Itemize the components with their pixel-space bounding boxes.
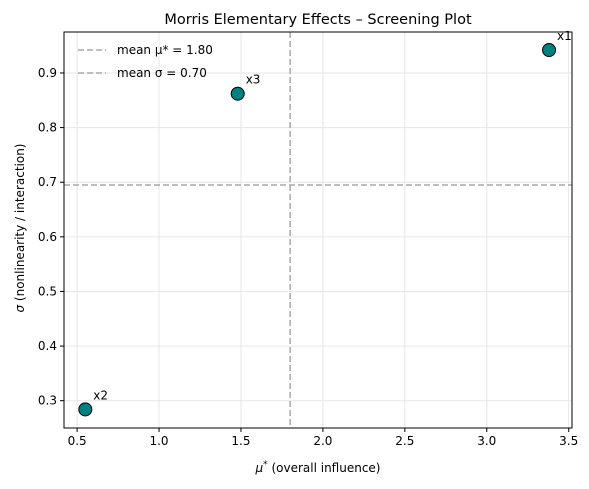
plot-frame [63, 31, 573, 429]
legend: mean μ* = 1.80 mean σ = 0.70 [78, 43, 213, 80]
y-tick-label: 0.7 [38, 175, 57, 189]
point-label-x3: x3 [246, 73, 261, 87]
data-point-x2 [78, 402, 93, 417]
x-tick-label: 3.0 [477, 434, 496, 448]
y-tick-label: 0.4 [38, 339, 57, 353]
x-tick-label: 1.0 [149, 434, 168, 448]
chart-title: Morris Elementary Effects – Screening Pl… [164, 12, 472, 28]
y-axis-label: σ (nonlinearity / interaction) [13, 144, 27, 313]
x-tick-label: 2.0 [313, 434, 332, 448]
data-point-x1 [542, 43, 557, 58]
y-tick-label: 0.9 [38, 66, 57, 80]
data-points: x1 x2 x3 [78, 29, 572, 417]
x-axis-label-symbol: μ [255, 461, 264, 475]
legend-label-mean-sigma: mean σ = 0.70 [117, 66, 207, 80]
y-tick-label: 0.5 [38, 284, 57, 298]
y-axis-label-symbol: σ [13, 305, 27, 313]
x-tick-label: 2.5 [395, 434, 414, 448]
x-tick-label: 1.5 [231, 434, 250, 448]
x-axis-label-text: (overall influence) [268, 461, 381, 475]
y-axis-label-text: (nonlinearity / interaction) [13, 144, 27, 305]
x-tick-label: 3.5 [559, 434, 578, 448]
x-tick-label: 0.5 [68, 434, 87, 448]
y-tick-label: 0.3 [38, 394, 57, 408]
y-tick-label: 0.6 [38, 230, 57, 244]
data-point-x3 [230, 86, 245, 101]
y-tick-label: 0.8 [38, 121, 57, 135]
point-label-x2: x2 [93, 388, 108, 402]
point-label-x1: x1 [557, 29, 572, 43]
axis-ticks: 0.5 1.0 1.5 2.0 2.5 3.0 3.5 0.3 0.4 0.5 0.6 0.7 0.8 0… [38, 66, 578, 448]
legend-label-mean-mu: mean μ* = 1.80 [117, 43, 213, 57]
x-axis-label: μ* (overall influence) [255, 460, 381, 475]
reference-lines [64, 32, 572, 428]
x-axis-label-sup: * [263, 460, 268, 470]
grid-layer [64, 32, 572, 428]
